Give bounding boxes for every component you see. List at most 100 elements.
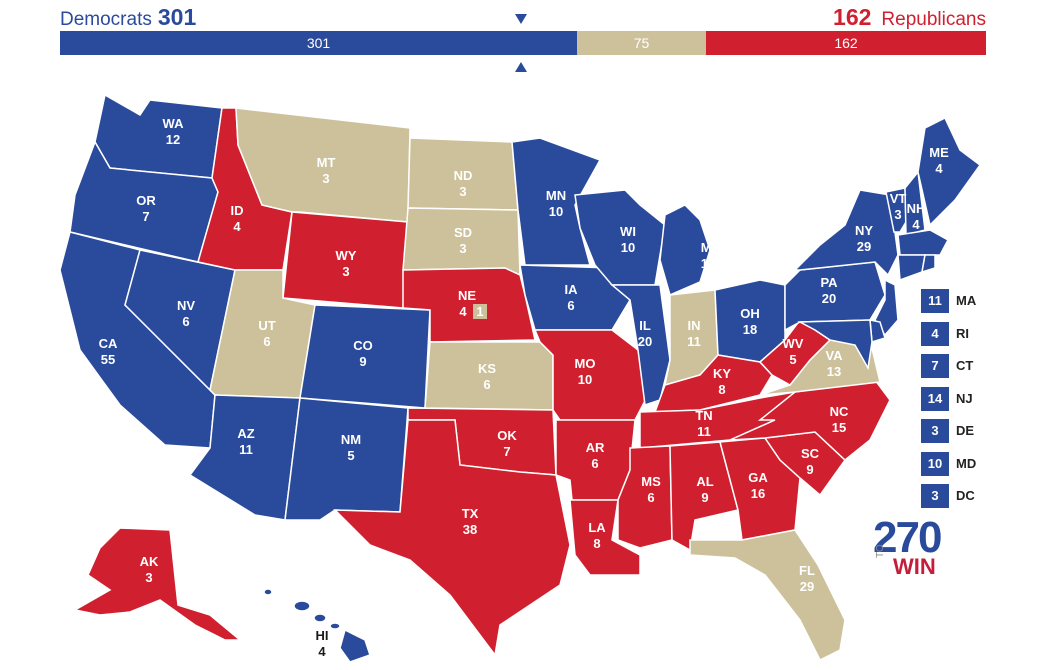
- state-label-wa: WA: [163, 116, 185, 131]
- state-label-nm: NM: [341, 432, 361, 447]
- state-label-ak: AK: [140, 554, 159, 569]
- state-il[interactable]: [609, 284, 671, 407]
- small-state-box-nj[interactable]: 14: [921, 386, 949, 411]
- state-label-nc: NC: [830, 404, 849, 419]
- state-ev-ny: 29: [857, 239, 871, 254]
- state-ev-il: 20: [638, 334, 652, 349]
- state-ev-tn: 11: [697, 424, 711, 439]
- state-fl[interactable]: [689, 529, 846, 662]
- state-hi[interactable]: [263, 588, 371, 663]
- state-ne[interactable]: [402, 267, 536, 343]
- state-ev-id: 4: [233, 219, 241, 234]
- state-label-mt: MT: [317, 155, 336, 170]
- state-label-oh: OH: [740, 306, 760, 321]
- state-label-ut: UT: [258, 318, 275, 333]
- state-ev-tx: 38: [463, 522, 477, 537]
- small-state-abbr-nj: NJ: [956, 390, 973, 406]
- state-vt[interactable]: [885, 187, 907, 233]
- small-state-box-ri[interactable]: 4: [921, 321, 949, 346]
- state-label-mn: MN: [546, 188, 566, 203]
- state-label-tx: TX: [462, 506, 479, 521]
- small-state-box-ct[interactable]: 7: [921, 354, 949, 378]
- state-ev-ms: 6: [647, 490, 654, 505]
- republicans-total-label: 162 Republicans: [833, 4, 986, 31]
- state-ma[interactable]: [897, 229, 950, 256]
- state-label-hi: HI: [316, 628, 329, 643]
- ne-district-box[interactable]: [473, 304, 487, 319]
- state-la[interactable]: [569, 499, 641, 576]
- democrat-bar-segment: 301: [60, 31, 577, 55]
- state-ev-or: 7: [142, 209, 149, 224]
- state-label-va: VA: [825, 348, 843, 363]
- small-state-box-ma[interactable]: 11: [921, 289, 949, 313]
- state-ev-nm: 5: [347, 448, 354, 463]
- state-label-ms: MS: [641, 474, 661, 489]
- state-ev-wi: 10: [621, 240, 635, 255]
- state-label-wi: WI: [620, 224, 636, 239]
- state-label-co: CO: [353, 338, 373, 353]
- state-label-mi: MI: [701, 240, 715, 255]
- state-nh[interactable]: [904, 170, 926, 236]
- state-ev-mt: 3: [322, 171, 329, 186]
- state-label-me: ME: [929, 145, 949, 160]
- small-state-box-md[interactable]: 10: [921, 451, 949, 476]
- state-label-ok: OK: [497, 428, 517, 443]
- state-label-or: OR: [136, 193, 156, 208]
- tossup-bar-segment: 75: [577, 31, 706, 55]
- state-label-az: AZ: [237, 426, 254, 441]
- 270-marker-up-icon: [515, 62, 527, 72]
- state-ev-wa: 12: [166, 132, 180, 147]
- state-ev-ga: 16: [751, 486, 765, 501]
- state-label-sc: SC: [801, 446, 820, 461]
- state-ev-ne: 4: [459, 304, 467, 319]
- republicans-label: Republicans: [881, 9, 986, 30]
- state-label-ny: NY: [855, 223, 873, 238]
- state-ev-nc: 15: [832, 420, 846, 435]
- state-ri[interactable]: [921, 254, 936, 274]
- state-ct[interactable]: [897, 254, 926, 282]
- small-state-abbr-ma: MA: [956, 293, 977, 308]
- state-ev-mo: 10: [578, 372, 592, 387]
- republicans-total: 162: [833, 4, 872, 30]
- state-wa[interactable]: [94, 93, 223, 179]
- state-label-la: LA: [588, 520, 606, 535]
- state-label-wy: WY: [336, 248, 357, 263]
- state-ev-fl: 29: [800, 579, 814, 594]
- small-state-abbr-dc: DC: [956, 488, 975, 503]
- state-ev-al: 9: [701, 490, 708, 505]
- state-ev-nd: 3: [459, 184, 466, 199]
- state-ev-nh: 4: [912, 217, 920, 232]
- state-ev-va: 13: [827, 364, 841, 379]
- ne-district-ev: 1: [476, 304, 483, 319]
- small-state-abbr-ri: RI: [956, 325, 969, 341]
- state-label-ga: GA: [748, 470, 768, 485]
- state-me[interactable]: [917, 116, 982, 227]
- state-ny[interactable]: [793, 189, 899, 277]
- state-nj[interactable]: [874, 278, 899, 337]
- state-ev-mn: 10: [549, 204, 563, 219]
- state-ev-mi: 16: [701, 256, 715, 271]
- state-label-mo: MO: [575, 356, 596, 371]
- state-label-nh: NH: [907, 201, 926, 216]
- state-ev-sd: 3: [459, 241, 466, 256]
- small-state-box-dc[interactable]: 3: [921, 484, 949, 508]
- state-mi[interactable]: [659, 204, 711, 297]
- state-label-ky: KY: [713, 366, 731, 381]
- democrats-total: 301: [157, 4, 197, 30]
- state-ev-ok: 7: [503, 444, 510, 459]
- state-ev-wy: 3: [342, 264, 349, 279]
- state-tx[interactable]: [333, 419, 571, 657]
- state-label-al: AL: [696, 474, 713, 489]
- state-ks[interactable]: [424, 341, 554, 411]
- 270towin-logo: 270 TO WIN: [873, 516, 953, 582]
- state-label-id: ID: [231, 203, 244, 218]
- state-label-fl: FL: [799, 563, 815, 578]
- democrats-total-label: Democrats 301: [60, 4, 196, 31]
- state-ak[interactable]: [72, 527, 243, 641]
- state-md[interactable]: [797, 319, 873, 371]
- state-label-il: IL: [639, 318, 651, 333]
- state-label-ne: NE: [458, 288, 476, 303]
- state-ev-ca: 55: [101, 352, 115, 367]
- small-state-abbr-de: DE: [956, 423, 975, 438]
- small-state-box-de[interactable]: 3: [921, 419, 949, 443]
